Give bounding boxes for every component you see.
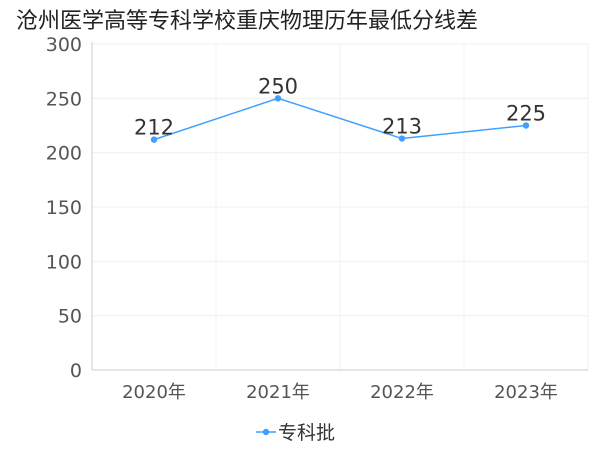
- x-tick-label: 2020年: [122, 382, 186, 403]
- data-label: 250: [258, 74, 298, 98]
- grid-lines: [92, 43, 589, 370]
- x-tick-label: 2021年: [246, 382, 310, 403]
- data-label: 225: [506, 102, 546, 126]
- series-line: [153, 97, 527, 141]
- data-point: [522, 122, 530, 129]
- y-tick-labels: 0 50 100 150 200 250 300: [46, 34, 82, 382]
- y-tick-label: 200: [46, 143, 82, 165]
- y-tick-label: 100: [46, 251, 82, 273]
- series-lines: [153, 97, 527, 141]
- data-label: 213: [382, 115, 422, 139]
- chart-title: 沧州医学高等专科学校重庆物理历年最低分线差: [16, 9, 478, 34]
- data-point: [398, 135, 406, 142]
- x-tick-label: 2022年: [370, 382, 434, 403]
- y-tick-label: 250: [46, 88, 82, 110]
- data-points: [150, 95, 530, 143]
- legend-marker-icon: [262, 428, 270, 436]
- data-labels: 212 250 213 225: [134, 74, 546, 139]
- data-point: [150, 136, 158, 143]
- y-tick-label: 300: [46, 34, 82, 56]
- x-tick-label: 2023年: [494, 382, 558, 403]
- axes: [91, 42, 588, 371]
- data-point: [274, 95, 282, 102]
- y-tick-label: 0: [70, 360, 82, 382]
- y-tick-label: 50: [58, 306, 82, 328]
- y-tick-label: 150: [46, 197, 82, 219]
- legend[interactable]: 专科批: [256, 422, 335, 444]
- data-label: 212: [134, 116, 174, 140]
- legend-label: 专科批: [278, 422, 335, 444]
- x-tick-labels: 2020年 2021年 2022年 2023年: [122, 382, 558, 403]
